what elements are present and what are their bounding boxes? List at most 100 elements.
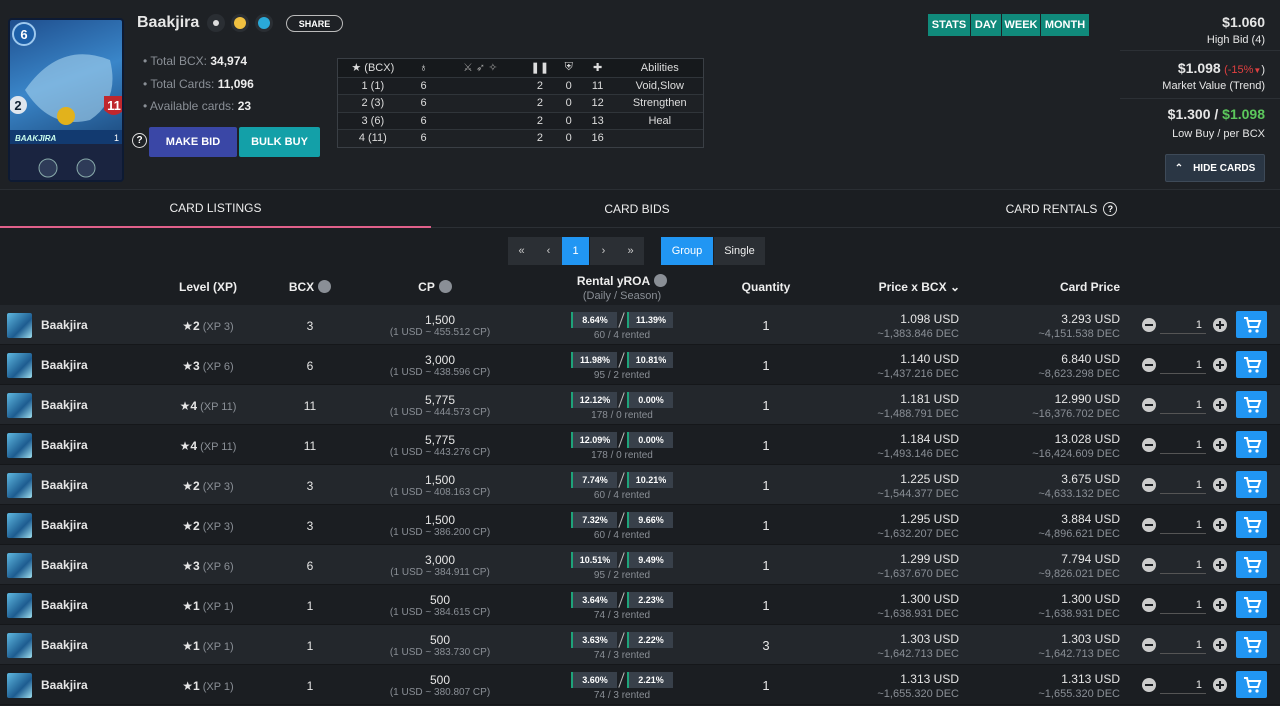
rental-season: 0.00%: [627, 432, 673, 448]
cart-icon: [1244, 597, 1262, 613]
plus-button[interactable]: [1213, 398, 1227, 412]
hide-cards-button[interactable]: ⌃ HIDE CARDS: [1165, 154, 1265, 182]
minus-button[interactable]: [1142, 398, 1156, 412]
cart-button[interactable]: [1236, 311, 1267, 338]
mode-group[interactable]: Group: [661, 237, 713, 265]
page-current[interactable]: 1: [562, 237, 589, 265]
minus-button[interactable]: [1142, 638, 1156, 652]
minus-button[interactable]: [1142, 358, 1156, 372]
plus-button[interactable]: [1213, 318, 1227, 332]
card-dec: ~4,633.132 DEC: [1038, 488, 1120, 500]
plus-button[interactable]: [1213, 638, 1227, 652]
col-price[interactable]: Price x BCX ⌄: [878, 280, 960, 294]
plus-button[interactable]: [1213, 558, 1227, 572]
rental-daily: 12.12%: [571, 392, 617, 408]
listing-row: Baakjira ★4 (XP 11) 11 5,775 (1 USD ~ 444.573…: [0, 385, 1280, 425]
rental-season: 2.23%: [627, 592, 673, 608]
cart-button[interactable]: [1236, 471, 1267, 498]
tab-rentals[interactable]: CARD RENTALS?: [843, 190, 1280, 228]
col-cp: CP: [395, 280, 475, 294]
market-trend-close: ): [1261, 64, 1265, 76]
quantity: 1: [762, 678, 770, 693]
cart-button[interactable]: [1236, 671, 1267, 698]
page-prev[interactable]: ‹: [535, 237, 562, 265]
share-button[interactable]: SHARE: [286, 15, 343, 32]
amount-input[interactable]: 1: [1160, 396, 1206, 414]
rented: 60 / 4 rented: [593, 530, 651, 541]
listing-row: Baakjira ★2 (XP 3) 3 1,500 (1 USD ~ 455.512 C…: [0, 305, 1280, 345]
card-usd: 1.303 USD: [1061, 632, 1120, 646]
mode-single[interactable]: Single: [714, 237, 765, 265]
minus-button[interactable]: [1142, 438, 1156, 452]
level-row: 2 (3) 6 2 0 12 Strengthen: [338, 94, 703, 112]
minus-button[interactable]: [1142, 318, 1156, 332]
period-tab[interactable]: MONTH: [1041, 14, 1089, 36]
card-name: Baakjira: [41, 598, 88, 612]
amount-input[interactable]: 1: [1160, 436, 1206, 454]
cart-button[interactable]: [1236, 591, 1267, 618]
level: ★4 (XP 11): [158, 439, 258, 453]
rental-daily: 7.74%: [571, 472, 617, 488]
quantity: 3: [762, 638, 770, 653]
plus-button[interactable]: [1213, 598, 1227, 612]
listing-row: Baakjira ★1 (XP 1) 1 500 (1 USD ~ 383.730 CP)…: [0, 625, 1280, 665]
level-mana: 6: [420, 114, 427, 127]
stat-label: Total BCX:: [150, 54, 208, 68]
help-icon[interactable]: ?: [132, 133, 147, 148]
amount-input[interactable]: 1: [1160, 476, 1206, 494]
plus-button[interactable]: [1213, 478, 1227, 492]
cart-button[interactable]: [1236, 391, 1267, 418]
minus-button[interactable]: [1142, 558, 1156, 572]
level-xp: (XP 6): [202, 561, 234, 573]
cart-button[interactable]: [1236, 551, 1267, 578]
period-tab[interactable]: DAY: [971, 14, 1001, 36]
amount-input[interactable]: 1: [1160, 676, 1206, 694]
tab-bar: CARD LISTINGS CARD BIDS CARD RENTALS?: [0, 190, 1280, 228]
rental-slash: [618, 312, 625, 328]
tab-listings[interactable]: CARD LISTINGS: [0, 190, 431, 228]
price-usd: 1.098 USD: [900, 312, 959, 326]
level-speed: 2: [536, 79, 543, 92]
minus-button[interactable]: [1142, 518, 1156, 532]
price-usd: 1.303 USD: [900, 632, 959, 646]
minus-button[interactable]: [1142, 598, 1156, 612]
amount-input[interactable]: 1: [1160, 636, 1206, 654]
level-star: ★: [182, 599, 194, 613]
col-rental: Rental yROA (Daily / Season): [552, 274, 692, 302]
cart-button[interactable]: [1236, 511, 1267, 538]
bulk-buy-button[interactable]: BULK BUY: [239, 127, 320, 157]
make-bid-button[interactable]: MAKE BID: [149, 127, 237, 157]
price-dec: ~1,437.216 DEC: [877, 368, 959, 380]
plus-button[interactable]: [1213, 358, 1227, 372]
cart-button[interactable]: [1236, 631, 1267, 658]
plus-button[interactable]: [1213, 518, 1227, 532]
level-star: ★: [182, 639, 194, 653]
level: ★1 (XP 1): [158, 639, 258, 653]
page-last[interactable]: »: [617, 237, 644, 265]
amount-input[interactable]: 1: [1160, 356, 1206, 374]
plus-button[interactable]: [1213, 678, 1227, 692]
cart-button[interactable]: [1236, 351, 1267, 378]
period-tab[interactable]: WEEK: [1002, 14, 1040, 36]
level: ★3 (XP 6): [158, 559, 258, 573]
minus-button[interactable]: [1142, 678, 1156, 692]
amount-input[interactable]: 1: [1160, 596, 1206, 614]
listing-row: Baakjira ★1 (XP 1) 1 500 (1 USD ~ 384.615 CP)…: [0, 585, 1280, 625]
minus-button[interactable]: [1142, 478, 1156, 492]
level-health: 12: [591, 97, 604, 110]
plus-bar: [1219, 681, 1221, 689]
amount-input[interactable]: 1: [1160, 516, 1206, 534]
level-star: ★: [182, 479, 194, 493]
page-first[interactable]: «: [508, 237, 535, 265]
tab-bids[interactable]: CARD BIDS: [604, 202, 670, 216]
quantity: 1: [762, 318, 770, 333]
page-next[interactable]: ›: [590, 237, 617, 265]
amount-input[interactable]: 1: [1160, 316, 1206, 334]
amount-input[interactable]: 1: [1160, 556, 1206, 574]
plus-button[interactable]: [1213, 438, 1227, 452]
rental-daily: 8.64%: [571, 312, 617, 328]
period-tab[interactable]: STATS: [928, 14, 970, 36]
cart-button[interactable]: [1236, 431, 1267, 458]
minus-bar: [1145, 684, 1153, 686]
card-header: 6 2 11 BAAKJIRA 1 Baakjira SHARE • Total…: [0, 0, 1280, 190]
